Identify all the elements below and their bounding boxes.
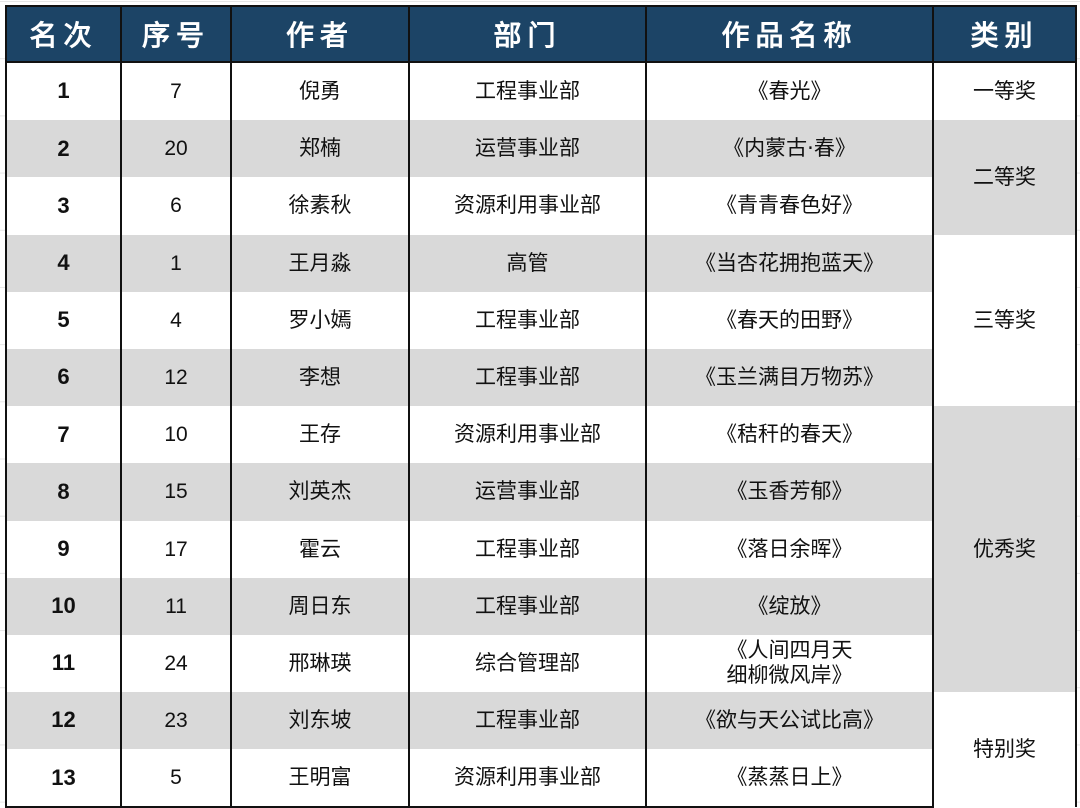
header-author: 作者 [230,5,410,63]
author-cell: 王明富 [230,749,410,808]
rank-cell: 12 [5,692,122,750]
awards-table: 名次 序号 作者 部门 作品名称 类别 1 7 倪勇 工程事业部 《春光》 一等奖 2 20 郑… [5,5,1077,808]
seq-cell: 17 [120,520,232,578]
author-cell: 邢琳瑛 [230,634,410,693]
dept-cell: 运营事业部 [408,120,647,178]
dept-cell: 资源利用事业部 [408,749,647,808]
work-cell: 《玉香芳郁》 [645,463,934,521]
work-cell: 《绽放》 [645,577,934,635]
author-cell: 郑楠 [230,120,410,178]
seq-cell: 20 [120,120,232,178]
work-cell: 《秸秆的春天》 [645,406,934,464]
table-row: 3 6 徐素秋 资源利用事业部 《青青春色好》 [5,177,1076,235]
dept-cell: 高管 [408,234,647,292]
table-row: 2 20 郑楠 运营事业部 《内蒙古·春》 二等奖 [5,120,1077,235]
dept-cell: 综合管理部 [408,634,647,693]
rank-cell: 5 [5,291,122,349]
seq-cell: 7 [120,62,232,121]
table-row: 9 17 霍云 工程事业部 《落日余晖》 [5,520,1076,578]
rank-cell: 13 [5,749,122,808]
table-row: 11 24 邢琳瑛 综合管理部 《人间四月天 细柳微风岸》 [5,634,1076,693]
dept-cell: 工程事业部 [408,348,647,407]
dept-cell: 运营事业部 [408,463,647,521]
table-row: 12 23 刘东坡 工程事业部 《欲与天公试比高》 特别奖 [5,692,1077,808]
author-cell: 周日东 [230,577,410,635]
author-cell: 倪勇 [230,62,410,121]
work-cell: 《春天的田野》 [645,291,934,349]
author-cell: 李想 [230,348,410,407]
header-row: 名次 序号 作者 部门 作品名称 类别 [5,5,1077,63]
work-cell: 《欲与天公试比高》 [645,692,934,750]
header-dept: 部门 [408,5,647,63]
rank-cell: 8 [5,463,122,521]
category-cell: 三等奖 [932,234,1077,407]
table-row: 13 5 王明富 资源利用事业部 《蒸蒸日上》 [5,749,1076,808]
rank-cell: 1 [5,62,122,121]
rank-cell: 6 [5,348,122,407]
table-row: 8 15 刘英杰 运营事业部 《玉香芳郁》 [5,463,1076,521]
seq-cell: 23 [120,692,232,750]
category-cell: 特别奖 [932,692,1077,808]
dept-cell: 工程事业部 [408,692,647,750]
seq-cell: 11 [120,577,232,635]
author-cell: 刘东坡 [230,692,410,750]
author-cell: 徐素秋 [230,177,410,235]
work-cell: 《落日余晖》 [645,520,934,578]
dept-cell: 工程事业部 [408,577,647,635]
table-row: 6 12 李想 工程事业部 《玉兰满目万物苏》 [5,348,1076,407]
work-cell: 《人间四月天 细柳微风岸》 [645,634,934,693]
dept-cell: 工程事业部 [408,62,647,121]
work-cell: 《春光》 [645,62,934,121]
author-cell: 罗小嫣 [230,291,410,349]
table-row: 10 11 周日东 工程事业部 《绽放》 [5,577,1076,635]
seq-cell: 4 [120,291,232,349]
rank-cell: 4 [5,234,122,292]
dept-cell: 资源利用事业部 [408,406,647,464]
seq-cell: 12 [120,348,232,407]
seq-cell: 6 [120,177,232,235]
table-row: 4 1 王月淼 高管 《当杏花拥抱蓝天》 三等奖 [5,234,1077,407]
category-cell: 二等奖 [932,120,1077,235]
header-category: 类别 [932,5,1077,63]
author-cell: 王存 [230,406,410,464]
table-row: 7 10 王存 资源利用事业部 《秸秆的春天》 优秀奖 [5,406,1077,693]
work-cell: 《蒸蒸日上》 [645,749,934,808]
header-seq: 序号 [120,5,232,63]
table-row: 1 7 倪勇 工程事业部 《春光》 一等奖 [5,62,1077,121]
table-row: 5 4 罗小嫣 工程事业部 《春天的田野》 [5,291,1076,349]
header-work: 作品名称 [645,5,934,63]
work-cell: 《玉兰满目万物苏》 [645,348,934,407]
rank-cell: 10 [5,577,122,635]
dept-cell: 工程事业部 [408,291,647,349]
rank-cell: 3 [5,177,122,235]
seq-cell: 10 [120,406,232,464]
category-cell: 一等奖 [932,62,1077,121]
seq-cell: 24 [120,634,232,693]
rank-cell: 2 [5,120,122,178]
rank-cell: 9 [5,520,122,578]
work-cell: 《青青春色好》 [645,177,934,235]
seq-cell: 15 [120,463,232,521]
work-cell: 《内蒙古·春》 [645,120,934,178]
author-cell: 刘英杰 [230,463,410,521]
header-rank: 名次 [5,5,122,63]
work-cell: 《当杏花拥抱蓝天》 [645,234,934,292]
dept-cell: 资源利用事业部 [408,177,647,235]
seq-cell: 1 [120,234,232,292]
rank-cell: 7 [5,406,122,464]
category-cell: 优秀奖 [932,406,1077,693]
rank-cell: 11 [5,634,122,693]
author-cell: 霍云 [230,520,410,578]
dept-cell: 工程事业部 [408,520,647,578]
author-cell: 王月淼 [230,234,410,292]
seq-cell: 5 [120,749,232,808]
